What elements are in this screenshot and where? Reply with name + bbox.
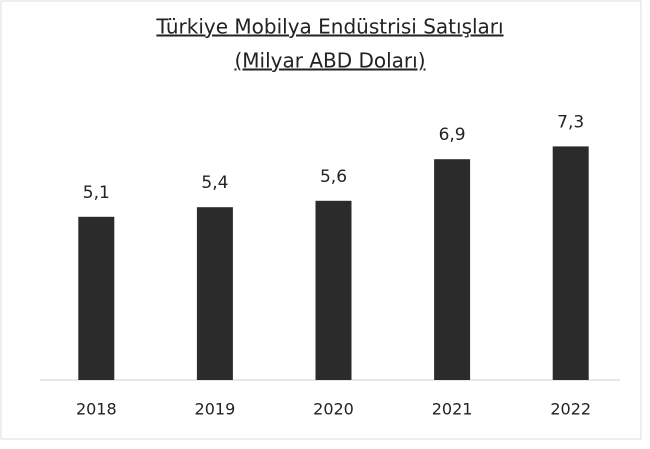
x-tick-label: 2021 — [432, 400, 473, 419]
bar — [315, 200, 352, 380]
value-label: 6,9 — [439, 125, 466, 145]
value-label: 7,3 — [557, 112, 584, 132]
value-label: 5,6 — [320, 167, 347, 187]
bar — [78, 216, 115, 380]
bar — [552, 146, 589, 380]
chart-title: Türkiye Mobilya Endüstrisi Satışları — [155, 15, 503, 39]
x-tick-label: 2018 — [76, 400, 117, 419]
value-label: 5,4 — [201, 173, 228, 193]
chart-subtitle: (Milyar ABD Doları) — [234, 49, 425, 73]
x-tick-label: 2019 — [195, 400, 236, 419]
bar — [196, 207, 233, 380]
x-tick-label: 2022 — [550, 400, 591, 419]
x-tick-label: 2020 — [313, 400, 354, 419]
bar — [434, 159, 471, 380]
value-label: 5,1 — [83, 183, 110, 203]
